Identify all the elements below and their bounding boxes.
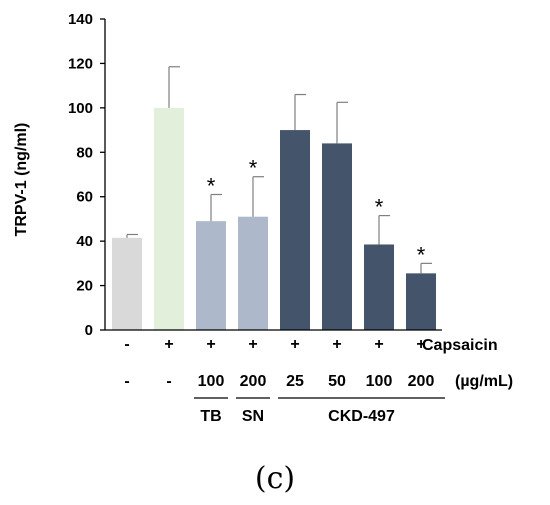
capsaicin-sign: - <box>124 336 129 353</box>
y-tick-label: 120 <box>68 55 93 72</box>
bar <box>364 244 394 330</box>
bars <box>112 107 436 330</box>
dose-value: - <box>124 373 129 390</box>
y-tick-label: 140 <box>68 11 93 28</box>
capsaicin-sign: + <box>416 336 425 353</box>
significance-markers: * * * * <box>207 156 426 268</box>
capsaicin-sign: + <box>206 336 215 353</box>
dose-value: 50 <box>328 373 346 390</box>
capsaicin-row-label: Capsaicin <box>422 337 498 354</box>
y-tick-label: 40 <box>76 233 93 250</box>
significance-star: * <box>417 242 426 267</box>
significance-star: * <box>249 156 258 181</box>
group-label: CKD-497 <box>328 408 395 425</box>
bar <box>154 107 184 330</box>
dose-value: 25 <box>286 373 304 390</box>
capsaicin-sign: + <box>248 336 257 353</box>
bar <box>196 221 226 330</box>
capsaicin-sign: + <box>290 336 299 353</box>
dose-value: 100 <box>366 373 393 390</box>
capsaicin-sign: + <box>332 336 341 353</box>
dose-value: 200 <box>240 373 267 390</box>
capsaicin-sign: + <box>164 336 173 353</box>
bar <box>238 216 268 330</box>
dose-value: 100 <box>198 373 225 390</box>
group-label: SN <box>242 408 264 425</box>
y-tick-label: 100 <box>68 100 93 117</box>
capsaicin-sign: + <box>374 336 383 353</box>
significance-star: * <box>375 195 384 220</box>
bar <box>112 237 142 330</box>
dose-value: - <box>166 373 171 390</box>
bar <box>280 130 310 330</box>
bar <box>322 143 352 330</box>
dose-value: 200 <box>408 373 435 390</box>
group-label: TB <box>200 408 221 425</box>
figure-caption: (c) <box>255 461 295 496</box>
y-tick-label: 20 <box>76 278 93 295</box>
y-tick-label: 60 <box>76 189 93 206</box>
group-labels: TB SN CKD-497 <box>194 397 445 425</box>
dose-row: - - 100 200 25 50 100 200 <box>124 373 434 390</box>
bar <box>406 273 436 330</box>
significance-star: * <box>207 173 216 198</box>
error-bars <box>126 66 432 274</box>
y-axis-label: TRPV-1 (ng/ml) <box>13 123 30 237</box>
y-tick-label: 80 <box>76 144 93 161</box>
dose-row-label: (µg/mL) <box>455 373 513 390</box>
y-axis: 0 20 40 60 80 100 120 140 <box>68 11 106 339</box>
y-tick-label: 0 <box>85 322 93 339</box>
capsaicin-row: - + + + + + + + <box>124 336 425 353</box>
